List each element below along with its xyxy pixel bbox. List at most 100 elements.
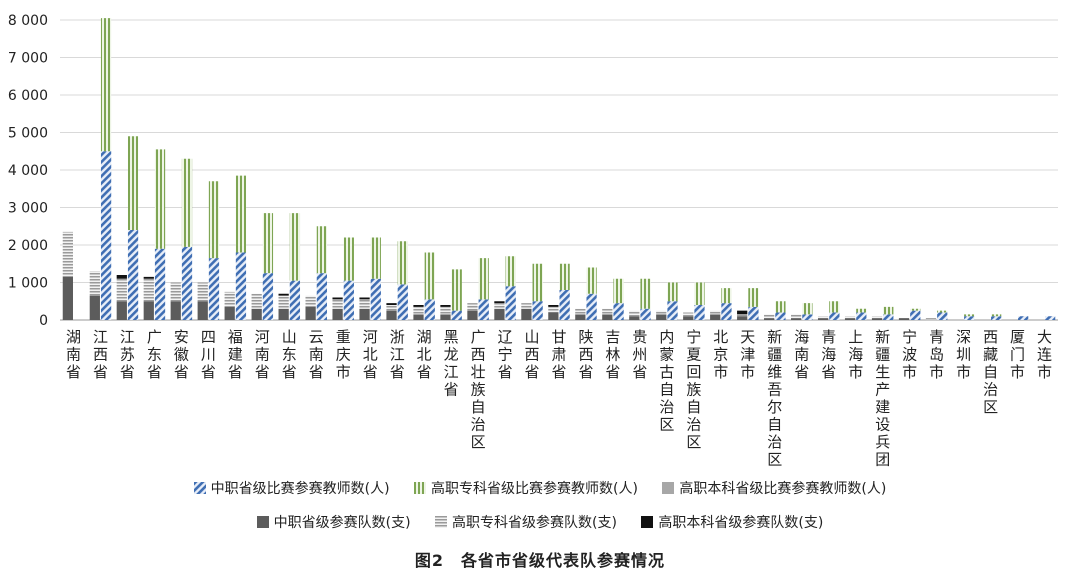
bar-stripe-gray <box>251 293 262 309</box>
y-tick-label: 8 000 <box>8 13 48 29</box>
bar-solid-dark <box>116 301 127 320</box>
legend-item: 高职本科省级比赛参赛教师数(人) <box>662 478 886 498</box>
x-tick-label: 上海市 <box>848 328 863 381</box>
x-tick-label: 湖南省 <box>66 328 81 381</box>
bar-hatch-blue <box>181 246 193 321</box>
legend-label: 高职专科省级比赛参赛教师数(人) <box>431 481 638 497</box>
bar-stripe-gray <box>791 314 802 319</box>
bar-solid-dark <box>548 312 559 320</box>
legend-label: 高职本科省级参赛队数(支) <box>658 515 824 531</box>
bar-solid-black <box>143 276 154 279</box>
bar-hatch-blue <box>424 299 435 321</box>
bar-stripe-green <box>262 213 274 274</box>
x-tick-label: 山东省 <box>282 328 297 381</box>
legend-label: 中职省级比赛参赛教师数(人) <box>210 481 390 497</box>
bar-solid-dark <box>871 318 883 321</box>
legend-label: 高职专科省级参赛队数(支) <box>452 515 617 531</box>
bar-hatch-blue <box>127 230 139 320</box>
bar-stripe-green <box>100 18 112 152</box>
bar-stripe-green <box>181 158 193 247</box>
bar-stripe-gray <box>197 282 208 302</box>
x-tick-label: 江苏省 <box>120 328 135 381</box>
x-tick-label: 天津市 <box>740 328 755 381</box>
y-tick-label: 6 000 <box>8 88 48 104</box>
y-tick-label: 4 000 <box>8 163 48 179</box>
bar-stripe-gray <box>629 310 640 317</box>
x-tick-label: 四川省 <box>201 328 216 381</box>
bar-stripe-gray <box>359 299 370 309</box>
bar-stripe-green <box>829 301 840 313</box>
x-tick-label: 福建省 <box>228 328 243 381</box>
bar-stripe-green <box>397 241 408 285</box>
bar-stripe-gray <box>710 310 721 315</box>
legend-label: 高职本科省级比赛参赛教师数(人) <box>679 481 887 497</box>
x-tick-label: 吉林省 <box>605 328 620 381</box>
figure-caption: 图2 各省市省级代表队参赛情况 <box>414 551 666 570</box>
bar-hatch-blue <box>640 308 651 320</box>
legend-row-1: 中职省级比赛参赛教师数(人) 高职专科省级比赛参赛教师数(人) 高职本科省级比赛… <box>0 478 1080 498</box>
x-tick-label: 浙江省 <box>390 328 405 381</box>
x-tick-label: 湖北省 <box>417 328 432 381</box>
bar-stripe-green <box>856 308 867 313</box>
bar-stripe-green <box>559 263 570 290</box>
bar-stripe-green <box>424 252 435 300</box>
y-tick-label: 7 000 <box>8 51 48 67</box>
bar-stripe-green <box>694 282 705 305</box>
x-tick-label: 青岛市 <box>929 328 944 381</box>
bar-stripe-green <box>532 263 543 302</box>
y-tick-label: 3 000 <box>8 201 48 217</box>
bar-hatch-blue <box>991 316 1002 320</box>
bar-hatch-blue <box>1045 316 1056 320</box>
bar-stripe-gray <box>521 303 532 309</box>
bar-hatch-blue <box>775 312 786 320</box>
bar-hatch-blue <box>532 301 543 320</box>
bar-solid-dark <box>278 308 289 320</box>
legend-item: 高职专科省级比赛参赛教师数(人) <box>414 478 638 498</box>
bar-stripe-gray <box>925 318 937 321</box>
bar-stripe-green <box>478 258 489 300</box>
bar-solid-black <box>386 303 397 306</box>
bar-solid-dark <box>737 316 748 320</box>
bar-stripe-green <box>127 136 139 230</box>
bar-stripe-green <box>235 175 247 253</box>
bar-hatch-blue <box>397 284 408 321</box>
bar-solid-dark <box>170 301 181 320</box>
x-tick-label: 内蒙古自治区 <box>659 328 674 434</box>
bar-solid-black <box>332 297 343 300</box>
bar-hatch-blue <box>937 312 948 320</box>
bar-stripe-green <box>289 213 301 281</box>
bar-hatch-blue <box>748 306 759 321</box>
x-tick-label: 安徽省 <box>174 328 189 381</box>
x-tick-label: 河南省 <box>255 328 270 381</box>
bar-hatch-blue <box>316 273 327 321</box>
bar-hatch-blue <box>883 314 894 321</box>
x-tick-label: 西藏自治区 <box>983 328 998 416</box>
legend-row-2: 中职省级参赛队数(支) 高职专科省级参赛队数(支) 高职本科省级参赛队数(支) <box>0 512 1080 532</box>
bar-solid-dark <box>521 308 532 320</box>
bar-stripe-gray <box>737 314 748 317</box>
bar-stripe-green <box>505 256 516 287</box>
bar-hatch-blue <box>613 303 624 321</box>
x-tick-label: 深圳市 <box>956 328 971 381</box>
x-tick-label: 云南省 <box>309 328 324 381</box>
bar-solid-dark <box>62 276 73 321</box>
bar-hatch-blue <box>694 305 705 320</box>
bar-stripe-green <box>343 237 354 281</box>
bar-stripe-gray <box>467 303 478 311</box>
bar-stripe-green <box>721 288 732 304</box>
bar-solid-dark <box>467 310 478 321</box>
bar-stripe-green <box>667 282 678 302</box>
bar-hatch-blue <box>667 301 678 320</box>
bar-solid-dark <box>251 308 262 320</box>
bar-stripe-green <box>370 237 381 279</box>
bar-stripe-gray <box>89 271 100 296</box>
bar-stripe-gray <box>305 295 316 307</box>
x-tick-label: 黑龙江省 <box>444 328 459 399</box>
legend-swatch-solid-gray <box>662 482 675 494</box>
bar-stripe-green <box>883 306 894 315</box>
bar-solid-black <box>737 310 748 315</box>
bar-stripe-green <box>208 181 220 259</box>
bar-stripe-gray <box>224 291 235 307</box>
x-tick-label: 广东省 <box>147 328 162 381</box>
bar-solid-dark <box>305 306 316 321</box>
